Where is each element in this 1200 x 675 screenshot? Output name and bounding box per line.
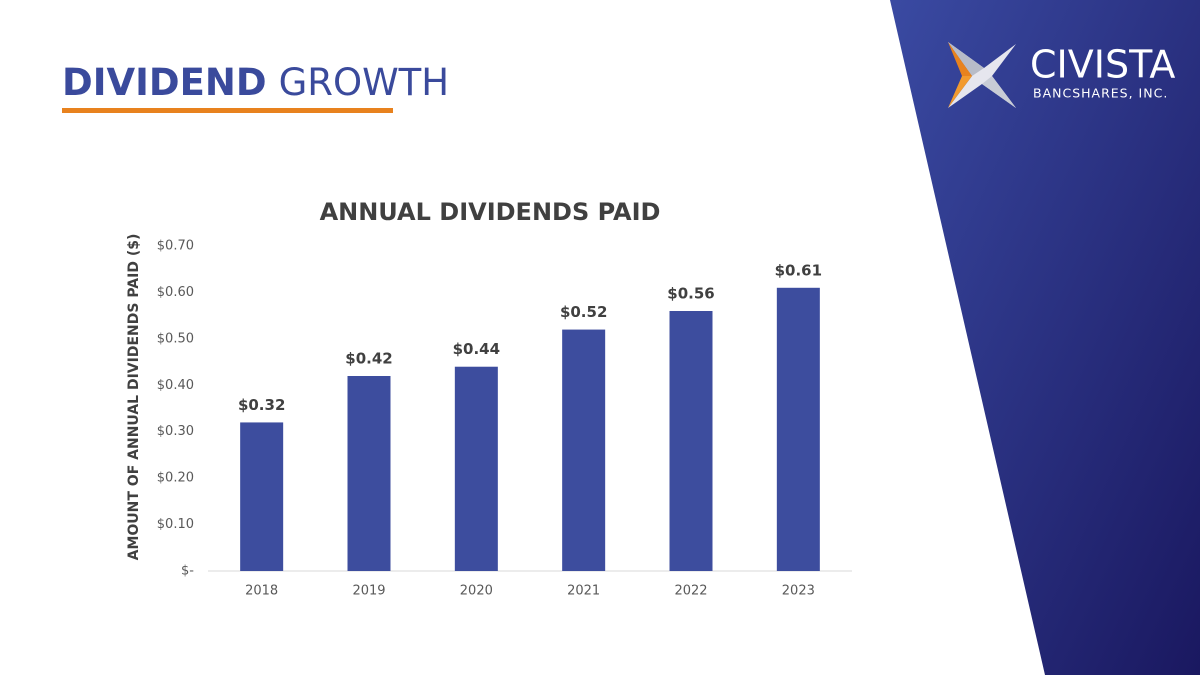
bar (347, 376, 391, 571)
x-tick-label: 2022 (674, 584, 707, 599)
bar (669, 311, 713, 571)
side-panel (890, 0, 1200, 675)
data-label: $0.52 (560, 303, 607, 321)
title-bold: DIVIDEND (62, 61, 267, 104)
x-tick-label: 2023 (782, 584, 815, 599)
logo-name: CIVISTA (1030, 43, 1175, 87)
chart-title: ANNUAL DIVIDENDS PAID (320, 198, 661, 226)
y-tick-label: $0.20 (157, 471, 194, 486)
slide-title: DIVIDEND GROWTH (62, 61, 449, 104)
data-label: $0.56 (667, 285, 714, 303)
y-axis-label: AMOUNT OF ANNUAL DIVIDENDS PAID ($) (126, 234, 142, 561)
bar (776, 287, 820, 571)
title-underline (62, 108, 393, 113)
y-tick-label: $0.30 (157, 424, 194, 439)
x-tick-label: 2021 (567, 584, 600, 599)
title-rest: GROWTH (279, 61, 450, 104)
y-tick-label: $0.70 (157, 239, 194, 254)
bar (562, 329, 606, 571)
bar (240, 422, 284, 571)
y-tick-label: $0.40 (157, 378, 194, 393)
data-label: $0.61 (775, 261, 822, 279)
x-tick-label: 2019 (352, 584, 385, 599)
x-tick-label: 2018 (245, 584, 278, 599)
x-tick-label: 2020 (460, 584, 493, 599)
data-label: $0.42 (345, 350, 392, 368)
data-label: $0.32 (238, 396, 285, 414)
y-tick-label: $0.10 (157, 517, 194, 532)
bar (454, 366, 498, 571)
y-tick-label: $0.60 (157, 285, 194, 300)
y-tick-label: $0.50 (157, 331, 194, 346)
logo-icon (948, 42, 1016, 108)
logo-subtitle: BANCSHARES, INC. (1033, 86, 1168, 101)
data-label: $0.44 (453, 340, 500, 358)
y-tick-label: $- (181, 564, 194, 579)
